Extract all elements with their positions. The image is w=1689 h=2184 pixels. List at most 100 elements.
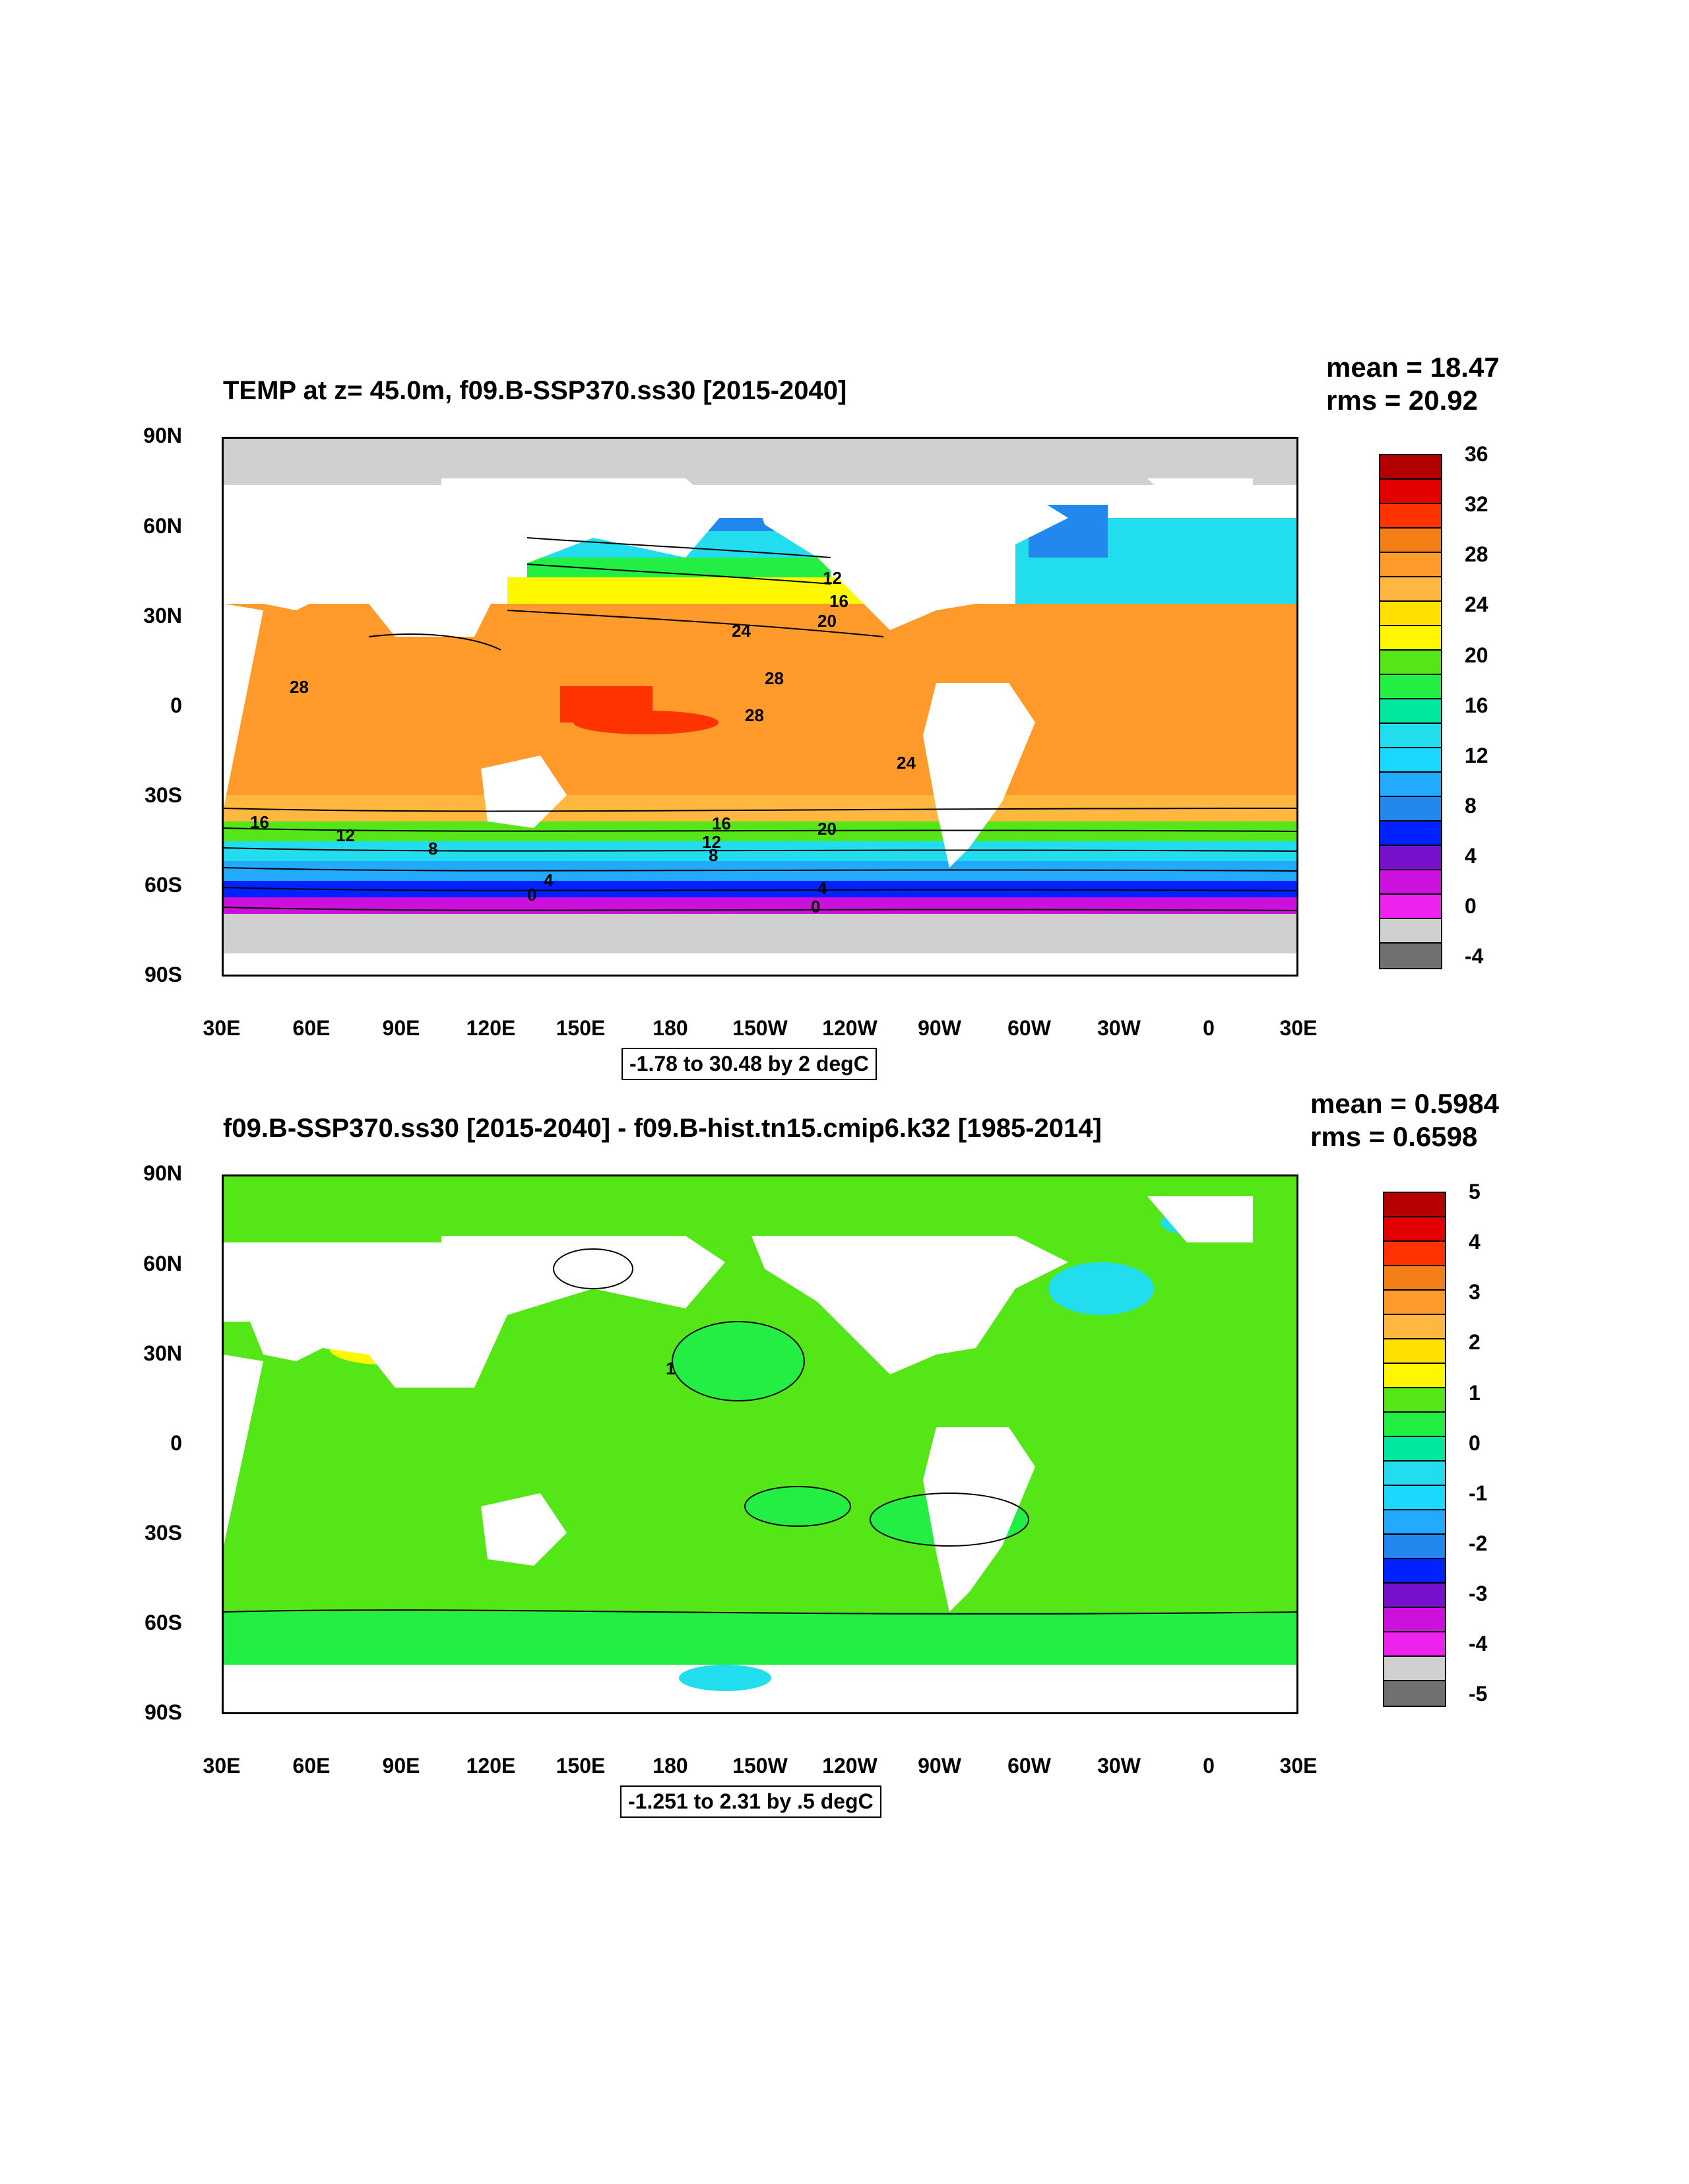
- lat-label: 90N: [143, 424, 182, 447]
- colorbar-swatch: [1384, 1510, 1445, 1535]
- contour-label: 1: [666, 1359, 675, 1378]
- colorbar-label: 28: [1465, 542, 1488, 567]
- colorbar-label: 0: [1465, 894, 1477, 918]
- contour-lines: [224, 537, 1296, 911]
- contour-label: 20: [817, 819, 837, 839]
- colorbar-swatch: [1384, 1486, 1445, 1510]
- rms-stat: rms = 20.92: [1326, 385, 1479, 416]
- panel-title: f09.B-SSP370.ss30 [2015-2040] - f09.B-hi…: [223, 1114, 1102, 1143]
- contour-lines: [224, 1248, 1296, 1615]
- lat-label: 60N: [143, 514, 182, 538]
- colorbar-label: 4: [1469, 1230, 1481, 1254]
- lon-label: 30E: [203, 1016, 241, 1040]
- lat-label: 90S: [144, 963, 182, 986]
- lat-label: 90S: [144, 1700, 182, 1724]
- colorbar-label: 0: [1469, 1430, 1481, 1455]
- colorbar-swatch: [1384, 1193, 1445, 1217]
- lat-label: 30S: [144, 783, 182, 807]
- lon-label: 150W: [732, 1016, 788, 1040]
- lon-label: 60W: [1007, 1016, 1051, 1040]
- lat-label: 60N: [143, 1252, 182, 1275]
- colorbar-swatch: [1380, 626, 1441, 651]
- colorbar-swatch: [1384, 1559, 1445, 1584]
- colorbar-swatch: [1384, 1266, 1445, 1291]
- colorbar-label: 2: [1469, 1330, 1481, 1355]
- colorbar-label: -5: [1469, 1682, 1488, 1706]
- lon-label: 150E: [556, 1754, 606, 1778]
- colorbar-swatch: [1384, 1608, 1445, 1632]
- lon-label: 120W: [822, 1754, 877, 1778]
- lon-label: 30W: [1097, 1754, 1141, 1778]
- lon-label: 150W: [732, 1754, 788, 1778]
- colorbar-label: 24: [1465, 593, 1488, 617]
- colorbar-label: 16: [1465, 693, 1488, 717]
- lat-label: 0: [170, 1431, 182, 1455]
- colorbar-swatch: [1380, 870, 1441, 895]
- lon-label: 120E: [466, 1754, 516, 1778]
- colorbar-swatches: [1383, 1192, 1446, 1707]
- colorbar-swatch: [1384, 1413, 1445, 1437]
- lon-label: 180: [653, 1016, 688, 1040]
- colorbar-swatch: [1384, 1437, 1445, 1461]
- colorbar-label: 1: [1469, 1380, 1481, 1405]
- lon-label: 120E: [466, 1016, 516, 1040]
- colorbar-label: 4: [1465, 844, 1477, 868]
- colorbar-swatch: [1380, 919, 1441, 944]
- lon-label: 30E: [1279, 1016, 1318, 1040]
- colorbar-swatches: [1379, 454, 1442, 969]
- colorbar-label: 5: [1469, 1180, 1481, 1204]
- colorbar-swatch: [1380, 553, 1441, 577]
- mean-stat: mean = 18.47: [1326, 352, 1500, 383]
- lon-label: 90W: [918, 1016, 961, 1040]
- colorbar-swatch: [1380, 529, 1441, 553]
- contour-label: 28: [745, 705, 764, 725]
- lon-label: 90E: [382, 1754, 420, 1778]
- colorbar-swatch: [1380, 602, 1441, 626]
- colorbar-swatch: [1380, 748, 1441, 773]
- rms-stat: rms = 0.6598: [1310, 1121, 1478, 1152]
- contour-label: 0: [527, 885, 536, 905]
- contour-label: 16: [712, 814, 731, 833]
- greenland-landmass: [1147, 1196, 1253, 1242]
- australia-landmass: [481, 755, 567, 828]
- contour-range-label: -1.78 to 30.48 by 2 degC: [621, 1048, 877, 1080]
- lon-label: 30E: [203, 1754, 241, 1778]
- colorbar-label: -1: [1469, 1481, 1488, 1505]
- colorbar-label: -2: [1469, 1531, 1488, 1556]
- colorbar-swatch: [1384, 1535, 1445, 1559]
- difference-map-plot: 1: [224, 1176, 1296, 1712]
- contour-label: 12: [823, 568, 842, 588]
- colorbar-swatch: [1384, 1632, 1445, 1657]
- colorbar-swatch: [1380, 773, 1441, 797]
- colorbar-swatch: [1384, 1339, 1445, 1364]
- colorbar-swatch: [1384, 1217, 1445, 1242]
- lon-label: 60W: [1007, 1754, 1051, 1778]
- colorbar-label: 20: [1465, 643, 1488, 667]
- contour-label: 16: [250, 812, 269, 832]
- arctic-ice-band: [224, 439, 1296, 485]
- colorbar-swatch: [1380, 846, 1441, 870]
- cold-anomaly: [1048, 1262, 1154, 1315]
- south-america-landmass: [923, 1427, 1035, 1612]
- lon-label: 90W: [918, 1754, 961, 1778]
- colorbar-label: 3: [1469, 1280, 1481, 1304]
- difference-map: 1: [222, 1174, 1298, 1714]
- colorbar-label: 36: [1465, 442, 1488, 466]
- temperature-map: 28 24 28 28 12 16 20 24 20 16 12 8 16 12…: [222, 437, 1298, 977]
- colorbar-swatch: [1380, 699, 1441, 724]
- lon-label: 150E: [556, 1016, 606, 1040]
- contour-label: 12: [336, 825, 355, 845]
- contour-label: 28: [765, 668, 784, 688]
- australia-landmass: [481, 1493, 567, 1566]
- south-america-landmass: [923, 683, 1035, 868]
- contour-label: 20: [817, 611, 837, 631]
- colorbar-label: 8: [1465, 794, 1477, 818]
- africa-landmass: [224, 604, 263, 808]
- colorbar-swatch: [1380, 821, 1441, 846]
- colorbar-swatch: [1380, 577, 1441, 602]
- contour-label: 0: [811, 897, 820, 916]
- africa-landmass: [224, 1355, 263, 1546]
- contour-label: 4: [817, 878, 827, 898]
- colorbar-swatch: [1384, 1315, 1445, 1339]
- lon-label: 180: [653, 1754, 688, 1778]
